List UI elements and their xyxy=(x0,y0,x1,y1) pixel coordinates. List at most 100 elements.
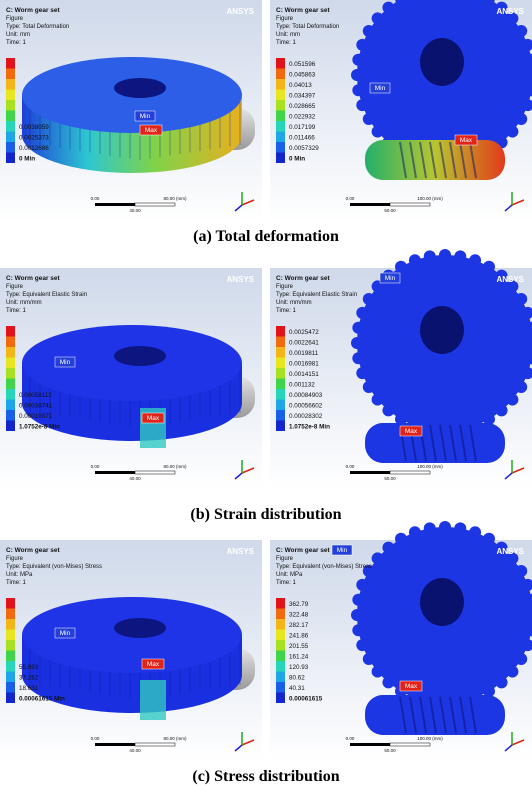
legend-swatch xyxy=(6,619,15,630)
legend-swatch xyxy=(6,337,15,348)
header-unit: Unit: mm/mm xyxy=(6,300,42,306)
gear-hole xyxy=(420,306,464,354)
legend-swatch xyxy=(276,400,285,411)
scale-label: 0.00 xyxy=(346,464,355,469)
caption: (c) Stress distribution xyxy=(192,768,339,785)
header-title: C: Worm gear set xyxy=(6,547,61,554)
legend-label: 0.0057329 xyxy=(289,145,319,152)
gear-tooth xyxy=(439,521,451,533)
scale-bar-white xyxy=(135,471,175,474)
legend-swatch xyxy=(6,100,15,111)
gear-tooth xyxy=(483,533,495,545)
gear-tooth xyxy=(496,404,508,416)
legend-swatch xyxy=(6,347,15,358)
max-label: Max xyxy=(145,127,158,134)
brand: ANSYS xyxy=(496,547,524,556)
gear-tooth xyxy=(372,394,384,406)
gear-tooth xyxy=(363,25,375,37)
gear-tooth xyxy=(352,594,364,606)
legend-label: 0.0025472 xyxy=(289,329,319,336)
header-time: Time: 1 xyxy=(276,308,296,314)
gear-tooth xyxy=(372,666,384,678)
gear-tooth xyxy=(515,113,527,125)
min-label: Min xyxy=(60,359,71,366)
legend-label: 0.011466 xyxy=(289,135,315,142)
legend-swatch xyxy=(6,651,15,662)
legend-swatch xyxy=(276,651,285,662)
legend-swatch xyxy=(6,421,15,432)
legend-swatch xyxy=(276,661,285,672)
legend-label: 0.00028302 xyxy=(289,413,323,420)
header-type: Type: Equivalent (von-Mises) Stress xyxy=(276,564,372,570)
min-label: Min xyxy=(140,113,151,120)
scale-label: 0.00 xyxy=(346,196,355,201)
header-unit: Unit: mm xyxy=(6,32,30,38)
gear-tooth xyxy=(515,653,527,665)
scale-bar-white xyxy=(135,203,175,206)
scale-bar-white xyxy=(390,471,430,474)
gear-tooth xyxy=(352,624,364,636)
legend-swatch xyxy=(276,672,285,683)
scale-label: 50.00 xyxy=(384,208,396,213)
legend-label: 55.893 xyxy=(19,664,39,671)
scale-label: 0.00 xyxy=(346,736,355,741)
gear-tooth xyxy=(469,526,481,538)
legend-label: 362.79 xyxy=(289,601,309,608)
legend-label: 322.48 xyxy=(289,612,309,619)
gear-tooth xyxy=(372,552,384,564)
scale-bar-black xyxy=(350,203,390,206)
legend-swatch xyxy=(276,79,285,90)
gear-tooth xyxy=(356,367,368,379)
header-type: Type: Total Deformation xyxy=(276,24,339,30)
header-unit: Unit: MPa xyxy=(276,572,303,578)
legend-swatch xyxy=(276,410,285,421)
legend-label: 282.17 xyxy=(289,622,309,629)
legend-label: 0.04013 xyxy=(289,82,312,89)
legend-label: 1.0752e-8 Min xyxy=(19,424,60,431)
gear-tooth xyxy=(363,293,375,305)
legend-label: 0.00084903 xyxy=(289,392,323,399)
brand: ANSYS xyxy=(226,547,254,556)
gear-tooth xyxy=(356,39,368,51)
min-label: Min xyxy=(385,275,396,282)
gear-tooth xyxy=(352,352,364,364)
legend-swatch xyxy=(6,640,15,651)
legend-label: 0.00038741 xyxy=(19,403,53,410)
header-time: Time: 1 xyxy=(276,580,296,586)
legend-label: 0.00061615 Min xyxy=(19,696,65,703)
legend-label: 201.55 xyxy=(289,643,309,650)
scale-bar-white xyxy=(390,203,430,206)
gear-tooth xyxy=(363,381,375,393)
gear-tooth xyxy=(372,126,384,138)
legend-swatch xyxy=(276,389,285,400)
gear-tooth xyxy=(515,381,527,393)
max-label: Max xyxy=(147,415,160,422)
gear-tooth xyxy=(352,84,364,96)
legend-swatch xyxy=(6,111,15,122)
gear-tooth xyxy=(372,12,384,24)
scale-label: 40.00 xyxy=(129,208,141,213)
legend-swatch xyxy=(276,682,285,693)
legend-label: 241.86 xyxy=(289,633,309,640)
legend-swatch xyxy=(276,153,285,164)
legend-label: 0.00061615 xyxy=(289,696,323,703)
gear-tooth xyxy=(424,250,436,262)
gear-tooth xyxy=(356,639,368,651)
scale-label: 80.00 (mm) xyxy=(163,464,187,469)
scale-bar-white xyxy=(390,743,430,746)
max-label: Max xyxy=(147,661,160,668)
legend-swatch xyxy=(276,630,285,641)
gear-tooth xyxy=(356,99,368,111)
scale-label: 50.00 xyxy=(384,476,396,481)
gear-tooth xyxy=(351,609,363,621)
legend-swatch xyxy=(6,682,15,693)
scale-label: 0.00 xyxy=(91,464,100,469)
legend-swatch xyxy=(6,400,15,411)
legend-swatch xyxy=(276,421,285,432)
legend-swatch xyxy=(276,142,285,153)
min-label: Min xyxy=(337,547,348,554)
header-title: C: Worm gear set xyxy=(276,547,331,554)
legend-swatch xyxy=(6,69,15,80)
legend-swatch xyxy=(276,640,285,651)
